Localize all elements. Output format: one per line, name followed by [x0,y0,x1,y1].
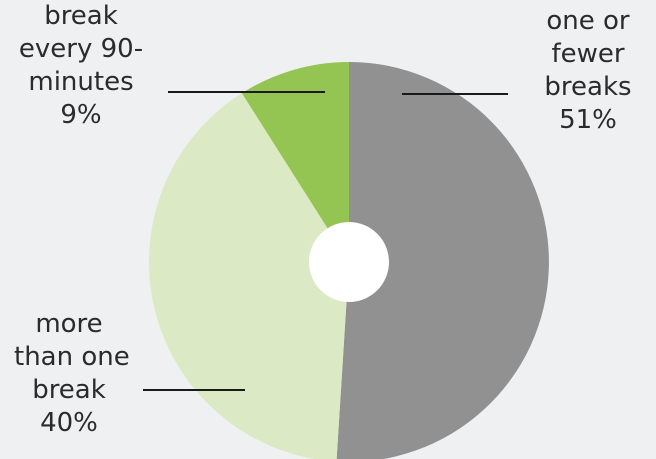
label-line: than one [14,342,130,372]
label-line: one or [546,6,630,36]
slice-label-more-than-one: more than one break 40% [14,308,130,440]
label-line: breaks [544,72,632,102]
label-line: every 90- [18,34,144,64]
label-line: more [35,309,103,339]
label-line: break [44,1,118,31]
label-line: minutes [28,67,134,97]
slice-group [148,62,549,459]
slice-every-90-minutes [241,62,349,262]
percent-label: 9% [60,100,102,130]
percent-label: 51% [559,105,617,135]
slice-label-one-or-fewer: one or fewer breaks 51% [530,5,646,137]
slice-label-every-90-minutes: break every 90- minutes 9% [6,0,156,132]
percent-label: 40% [40,408,98,438]
donut-hole [309,222,389,302]
label-line: fewer [551,39,625,69]
slice-more-than-one-break [148,93,349,459]
label-line: break [32,375,106,405]
slice-one-or-fewer-breaks [336,62,549,459]
